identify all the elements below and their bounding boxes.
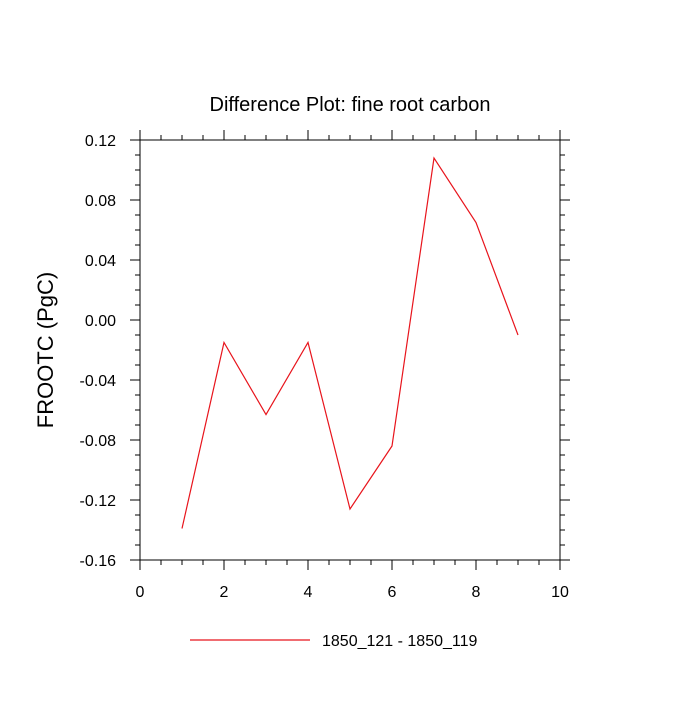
y-tick-label: -0.16 [80, 553, 117, 570]
y-tick-label: -0.04 [80, 373, 117, 390]
x-tick-label: 10 [551, 584, 569, 601]
plot-frame [139, 139, 561, 561]
axes: 0 2 4 6 8 10 -0.16 -0.12 -0.08 -0.04 0.00 0.04 0.08 0… [80, 130, 570, 601]
series-line-0 [181, 156, 519, 529]
x-tick-label: 4 [304, 584, 313, 601]
y-tick-label: -0.08 [80, 433, 117, 450]
x-tick-label: 2 [220, 584, 229, 601]
x-tick-label: 8 [472, 584, 481, 601]
y-tick-label: 0.08 [85, 193, 116, 210]
y-tick-label: 0.00 [85, 313, 116, 330]
x-tick-label: 6 [388, 584, 397, 601]
chart-title: Difference Plot: fine root carbon [210, 94, 491, 116]
y-tick-label: 0.12 [85, 133, 116, 150]
x-tick-label: 0 [136, 584, 145, 601]
y-tick-label: -0.12 [80, 493, 117, 510]
legend-label-0: 1850_121 - 1850_119 [322, 633, 478, 650]
series-group [181, 156, 519, 529]
y-axis-label: FROOTC (PgC) [33, 272, 58, 428]
y-tick-label: 0.04 [85, 253, 116, 270]
legend: 1850_121 - 1850_119 [190, 633, 478, 650]
